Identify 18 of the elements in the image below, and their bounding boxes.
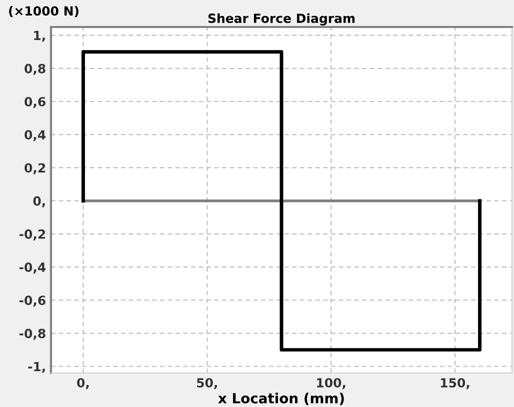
y-tick-label: -0,8 <box>19 328 46 340</box>
y-tick-label: 0,2 <box>24 163 46 174</box>
y-tick-label: -1, <box>28 362 45 373</box>
y-tick-label: 0,4 <box>24 130 46 142</box>
x-tick-label: 150, <box>440 378 470 390</box>
x-tick-label: 50, <box>197 378 217 390</box>
chart-title: Shear Force Diagram <box>208 13 355 26</box>
y-tick-label: 0,8 <box>24 64 46 75</box>
y-axis-title: (×1000 N) <box>9 6 78 18</box>
y-tick-label: 0,6 <box>24 96 46 108</box>
y-tick-label: -0,4 <box>19 262 46 274</box>
y-tick-label: 0, <box>33 196 45 208</box>
y-tick-label: 1, <box>34 30 45 42</box>
x-tick-label: 0, <box>77 378 89 390</box>
y-tick-label: -0,6 <box>19 296 46 307</box>
x-axis-title: x Location (mm) <box>218 392 344 406</box>
x-tick-label: 100, <box>317 378 346 390</box>
y-tick-label: -0,2 <box>19 229 46 240</box>
